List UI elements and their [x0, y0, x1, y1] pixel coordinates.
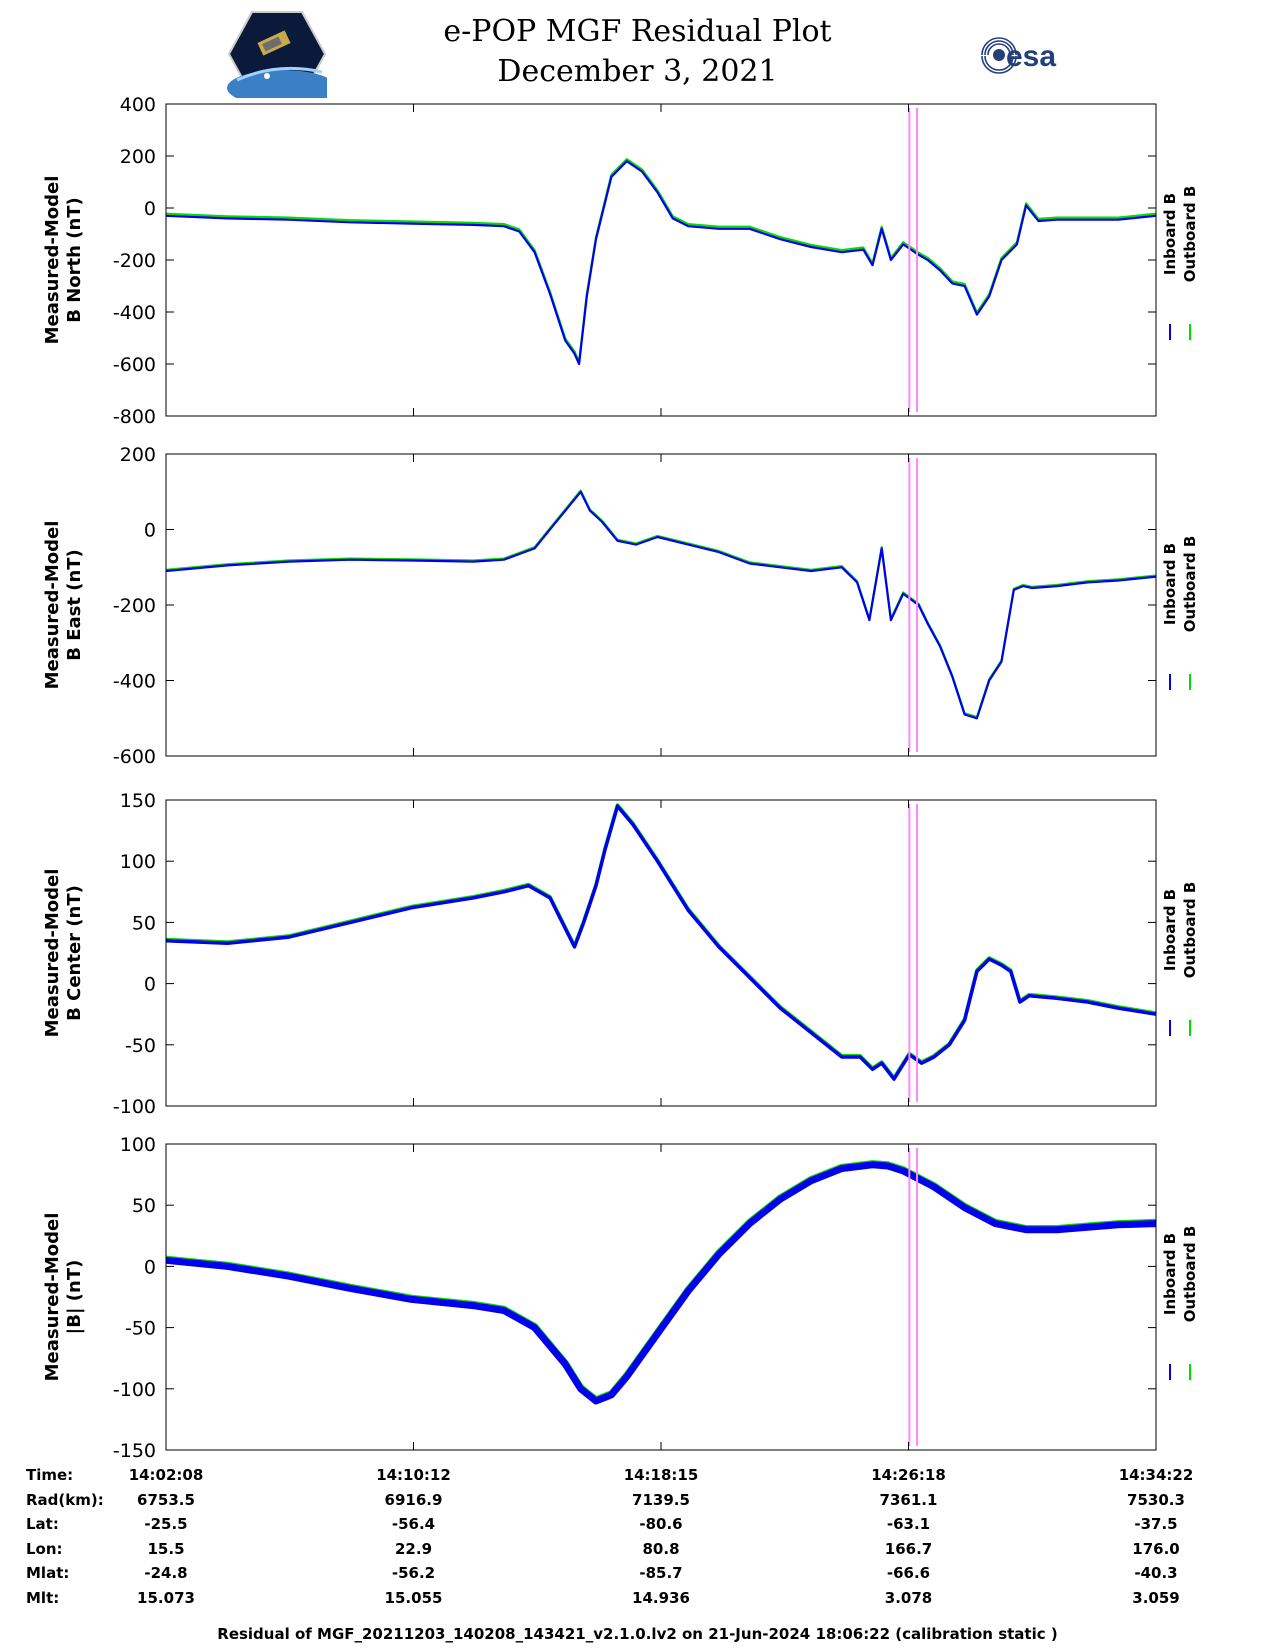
info-cell: 14.936 [632, 1588, 690, 1607]
panel-3: 150 100 50 0 -50 -100 Measured-ModelB Center (… [42, 790, 1199, 1118]
y-axis-label: Measured-Model|B| (nT) [42, 1213, 85, 1382]
residual-chart: 400 200 0 -200 -400 -600 -800 Measured-ModelB N… [42, 94, 1199, 1462]
legend-label: Outboard B [1181, 536, 1199, 633]
plot-frame [165, 799, 1157, 1107]
info-cell: -40.3 [1134, 1564, 1178, 1582]
plot-frame [165, 1143, 1157, 1451]
info-cell: -63.1 [886, 1515, 931, 1533]
legend-label: Inboard B [1161, 193, 1179, 275]
info-cell: -56.2 [391, 1564, 436, 1582]
y-tick-label: 0 [144, 1256, 156, 1278]
info-row-label: Lon: [26, 1539, 63, 1558]
info-cell: 15.073 [137, 1588, 195, 1607]
esa-logo-text: esa [1006, 40, 1056, 73]
info-cell: 14:34:22 [1118, 1466, 1194, 1484]
info-row-label: Mlt: [26, 1588, 60, 1607]
info-cell: 14:10:12 [376, 1466, 451, 1484]
legend-label: Inboard B [1161, 889, 1179, 971]
info-cell: 15.5 [147, 1539, 185, 1558]
cassiope-logo [227, 10, 337, 106]
y-tick-label: -200 [113, 250, 156, 272]
info-row-label: Mlat: [26, 1564, 70, 1582]
series-line-inboard-b [165, 1161, 1157, 1405]
panel-4: 100 50 0 -50 -100 -150 Measured-Model|B| (nT) I… [42, 1134, 1199, 1462]
chart-title-line2: December 3, 2021 [497, 54, 778, 89]
info-row-label: Rad(km): [26, 1490, 104, 1509]
y-tick-label: -50 [125, 1035, 156, 1057]
y-axis-label: Measured-ModelB North (nT) [42, 176, 85, 345]
y-tick-label: -200 [113, 595, 156, 617]
info-cell: -85.7 [639, 1564, 683, 1582]
info-cell: -80.6 [639, 1515, 683, 1533]
plot-frame [165, 103, 1157, 417]
series-line-inboard-b [165, 160, 1157, 366]
chart-title-line1: e-POP MGF Residual Plot [443, 14, 832, 49]
info-cell: 176.0 [1132, 1539, 1180, 1558]
info-cell: 15.055 [384, 1588, 443, 1607]
y-tick-label: 50 [132, 912, 156, 934]
legend-label: Inboard B [1161, 543, 1179, 625]
y-tick-label: -600 [113, 354, 156, 376]
y-tick-label: -150 [113, 1440, 156, 1462]
series-line-outboard-b [165, 158, 1157, 363]
legend-label: Outboard B [1181, 882, 1199, 979]
info-cell: 166.7 [884, 1539, 933, 1558]
y-tick-label: 400 [120, 94, 156, 116]
y-tick-label: 50 [132, 1195, 156, 1217]
info-cell: 7530.3 [1127, 1490, 1185, 1509]
y-tick-label: -400 [113, 302, 156, 324]
footer-caption: Residual of MGF_20211203_140208_143421_v… [217, 1625, 1058, 1643]
y-tick-label: 100 [120, 851, 156, 873]
legend-label: Outboard B [1181, 186, 1199, 283]
info-cell: 6916.9 [384, 1490, 443, 1509]
info-cell: -37.5 [1134, 1515, 1178, 1533]
panel-2: 200 0 -200 -400 -600 Measured-ModelB East (nT… [42, 444, 1199, 768]
y-tick-label: -600 [113, 746, 156, 768]
y-tick-label: -100 [113, 1096, 156, 1118]
orbit-info-table: Time: Rad(km): Lat: Lon: Mlat: Mlt: 14:02:08 67… [0, 1466, 1275, 1616]
info-cell: 6753.5 [137, 1490, 195, 1509]
info-cell: 80.8 [642, 1539, 680, 1558]
y-tick-label: 0 [144, 974, 156, 996]
y-tick-label: 100 [120, 1134, 156, 1156]
y-tick-label: -100 [113, 1379, 156, 1401]
esa-logo: esa [976, 32, 1096, 78]
legend-label: Outboard B [1181, 1226, 1199, 1323]
info-cell: 14:02:08 [128, 1466, 204, 1484]
y-tick-label: -800 [113, 406, 156, 428]
panel-1: 400 200 0 -200 -400 -600 -800 Measured-ModelB N… [42, 94, 1199, 428]
info-cell: 14:18:15 [623, 1466, 699, 1484]
y-tick-label: 200 [120, 444, 156, 466]
info-cell: -25.5 [144, 1515, 188, 1533]
legend-label: Inboard B [1161, 1233, 1179, 1315]
y-tick-label: 0 [144, 198, 156, 220]
y-tick-label: 0 [144, 520, 156, 542]
y-axis-label: Measured-ModelB Center (nT) [42, 869, 85, 1038]
info-cell: 3.059 [1132, 1588, 1180, 1607]
y-tick-label: -400 [113, 671, 156, 693]
y-tick-label: -50 [125, 1318, 156, 1340]
info-row-label: Lat: [26, 1515, 59, 1533]
series-line-inboard-b [165, 490, 1157, 720]
y-tick-label: 150 [120, 790, 156, 812]
info-cell: 22.9 [394, 1539, 433, 1558]
info-cell: 7361.1 [879, 1490, 938, 1509]
series-line-inboard-b [165, 804, 1157, 1081]
series-line-outboard-b [165, 489, 1157, 719]
plot-frame [165, 453, 1157, 757]
info-cell: 7139.5 [632, 1490, 690, 1509]
series-line-outboard-b [165, 803, 1157, 1080]
info-cell: -66.6 [886, 1564, 931, 1582]
info-cell: 14:26:18 [871, 1466, 946, 1484]
info-row-label: Time: [26, 1466, 74, 1484]
y-tick-label: 200 [120, 146, 156, 168]
info-cell: -24.8 [144, 1564, 188, 1582]
y-axis-label: Measured-ModelB East (nT) [42, 521, 85, 690]
info-cell: 3.078 [884, 1588, 933, 1607]
info-cell: -56.4 [391, 1515, 436, 1533]
